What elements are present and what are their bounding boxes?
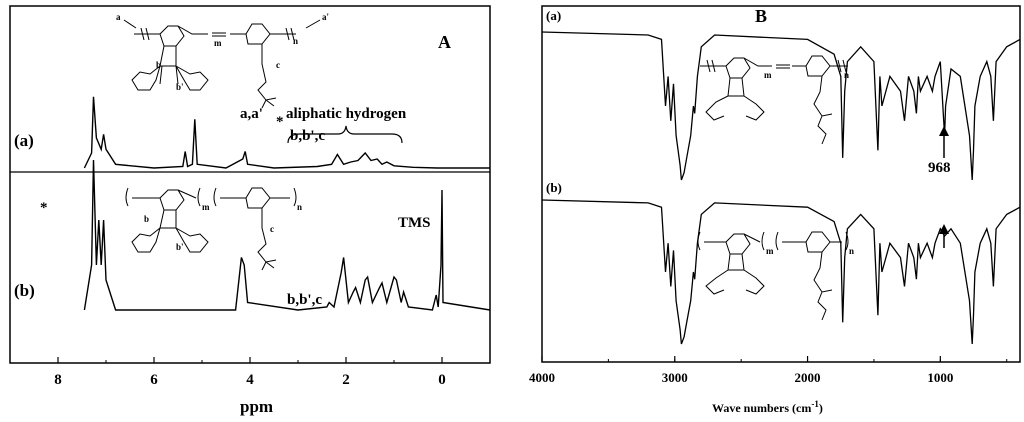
struct-b-n: n: [297, 202, 302, 212]
panel-b-tick-label: 3000: [662, 370, 688, 385]
structure-b: m n b b' c: [125, 187, 302, 271]
struct-b-acetate: [257, 208, 277, 271]
panel-b-ticks: 4000 3000 2000 1000: [529, 356, 1008, 385]
panel-a-tick-label: 6: [150, 372, 158, 388]
panel-a-tick-label: 4: [246, 372, 254, 388]
panel-b-letter: B: [755, 6, 767, 26]
struct-a-label-a: a: [116, 12, 121, 22]
nmr-trace-b: [83, 159, 491, 311]
struct-a-arrow-a: [123, 19, 137, 29]
panel-a-tick-label: 8: [54, 372, 62, 388]
trace-a-label: (a): [14, 131, 34, 150]
panel-a-letter: A: [438, 32, 451, 52]
structure-a: a a' m n b b' c: [116, 12, 329, 109]
peak-star-a: *: [276, 114, 284, 130]
panel-b-tick-label: 1000: [927, 370, 953, 385]
ir-struct-b-m: m: [766, 246, 774, 256]
struct-a-n: n: [293, 36, 298, 46]
ir-trace-a-label: (a): [546, 8, 561, 23]
panel-a-tick-label: 0: [438, 372, 446, 388]
struct-b-bicyclic: [131, 209, 209, 253]
panel-a: A (a) (b) a,a' * b,b',c aliphatic hydrog…: [9, 5, 491, 416]
struct-a-arrow-a-prime: [305, 19, 321, 29]
tms-label: TMS: [398, 215, 431, 231]
ir-b-arrow-head: [939, 224, 949, 234]
panel-b-xlabel-main: Wave numbers (cm: [712, 401, 811, 415]
ir-structure-b: m n: [697, 231, 854, 321]
ir-trace-b-label: (b): [546, 180, 562, 195]
panel-a-xlabel: ppm: [240, 397, 273, 416]
ir-trace-a: [541, 31, 1021, 181]
struct-b-c: c: [270, 224, 274, 234]
ir-struct-b-n: n: [849, 246, 854, 256]
struct-a-backbone: [134, 23, 296, 47]
aliphatic-brace: [287, 125, 403, 144]
struct-b-b: b: [144, 214, 149, 224]
peak-label-a-aa: a,a': [240, 106, 263, 122]
panel-b-xlabel-close: ): [819, 401, 823, 415]
panel-a-tick-label: 2: [342, 372, 350, 388]
struct-b-backbone: [125, 187, 297, 211]
ir-struct-b-shape: [697, 231, 849, 321]
ir-struct-a-n: n: [844, 70, 849, 80]
ir-struct-a-m: m: [764, 70, 772, 80]
aliphatic-label: aliphatic hydrogen: [286, 106, 407, 122]
panel-a-frame: [9, 5, 491, 364]
panel-b: B (a) (b) 968 m n m n 4000 3000 2000 1000 W…: [529, 5, 1021, 415]
ir-structure-a: m n: [700, 55, 849, 145]
struct-a-label-a-prime: a': [322, 12, 329, 22]
panel-b-xlabel-sup: -1: [811, 399, 819, 409]
struct-a-c: c: [276, 60, 280, 70]
peak-label-b-bbc: b,b',c: [287, 292, 322, 308]
trace-b-label: (b): [14, 281, 35, 300]
struct-a-b: b: [156, 60, 161, 70]
panel-b-xlabel: Wave numbers (cm-1): [712, 399, 823, 415]
peak-label-a-bbc: b,b',c: [290, 128, 325, 144]
struct-a-b-prime: b': [176, 82, 184, 92]
panel-b-frame: [541, 5, 1021, 363]
ir-struct-a-shape: [700, 55, 848, 145]
ir-968-label: 968: [928, 160, 951, 176]
struct-a-bicyclic: [131, 45, 209, 91]
ir-trace-b: [541, 199, 1021, 345]
panel-a-ticks: 8 6 4 2 0: [9, 357, 491, 388]
struct-b-m: m: [202, 202, 210, 212]
struct-b-b-prime: b': [176, 242, 184, 252]
struct-a-acetate: [257, 44, 277, 109]
panel-b-tick-label: 2000: [795, 370, 821, 385]
peak-star-b: *: [40, 200, 48, 216]
nmr-trace-a: [83, 96, 490, 169]
panel-b-tick-label: 4000: [529, 370, 555, 385]
ir-968-arrow-head: [939, 126, 949, 136]
struct-a-m: m: [214, 38, 222, 48]
